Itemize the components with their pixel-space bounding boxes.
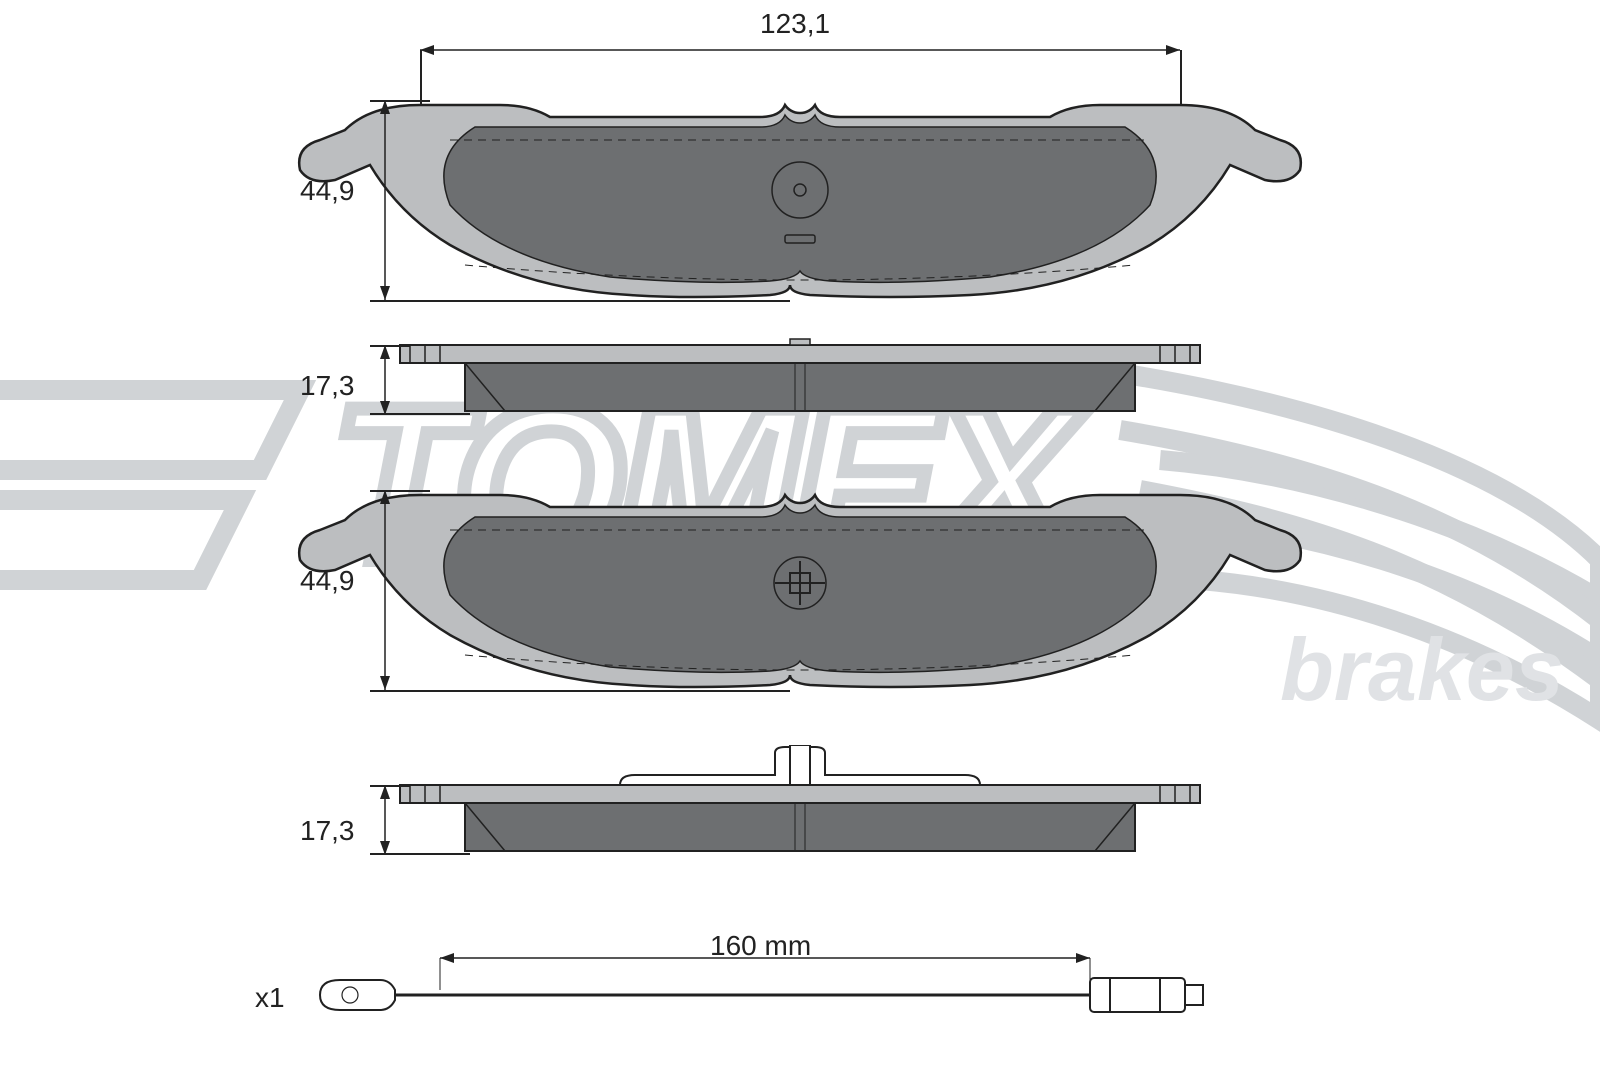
dim-height-a-line xyxy=(370,100,400,310)
view-front-pad-b xyxy=(270,475,1330,695)
dim-thickness-a-label: 17,3 xyxy=(300,370,355,402)
dim-height-b-label: 44,9 xyxy=(300,565,355,597)
dim-height-b-line xyxy=(370,490,400,700)
view-front-pad-a xyxy=(270,85,1330,305)
dim-height-a-label: 44,9 xyxy=(300,175,355,207)
dim-sensor-length-label: 160 mm xyxy=(710,930,811,962)
dim-width-label: 123,1 xyxy=(760,8,830,40)
dim-thickness-b-label: 17,3 xyxy=(300,815,355,847)
dim-width-line xyxy=(420,40,1180,90)
sensor-qty-label: x1 xyxy=(255,982,285,1014)
view-edge-pad-b xyxy=(270,745,1330,875)
view-edge-pad-a xyxy=(270,335,1330,430)
